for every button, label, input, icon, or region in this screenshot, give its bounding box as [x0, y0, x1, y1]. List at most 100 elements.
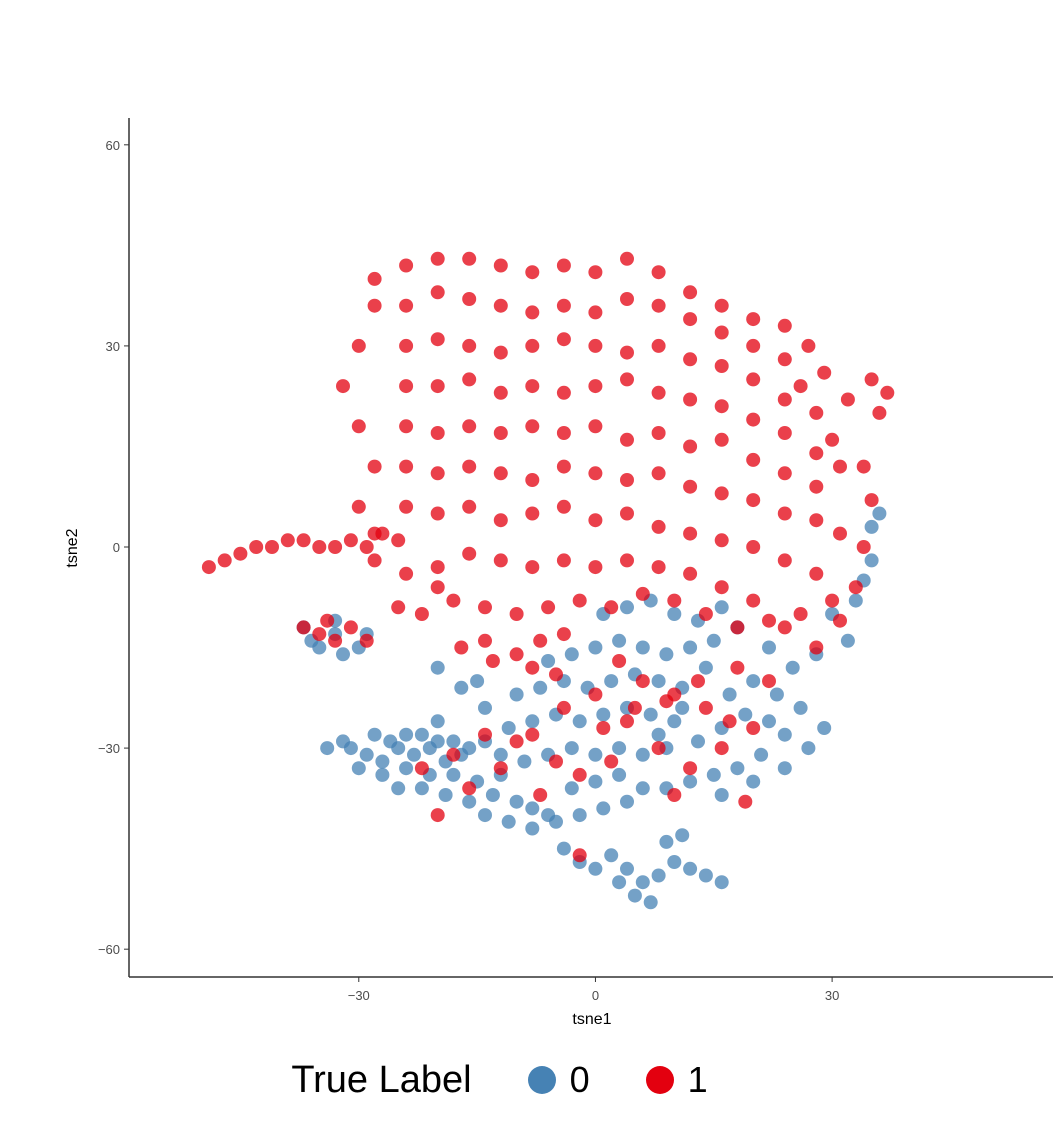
- point-series-1-68: [462, 292, 477, 306]
- point-series-1-197: [596, 721, 611, 735]
- point-series-0-89: [738, 707, 753, 722]
- point-series-0-60: [596, 707, 611, 722]
- point-series-1-101: [588, 379, 603, 394]
- legend-item-0: 0: [527, 1059, 590, 1101]
- point-series-0-111: [651, 727, 666, 742]
- point-series-1-115: [588, 419, 603, 434]
- point-series-0-123: [627, 888, 642, 903]
- point-series-1-181: [572, 767, 587, 782]
- point-series-1-86: [525, 338, 540, 353]
- x-axis-title: tsne1: [572, 1011, 611, 1028]
- point-series-1-146: [620, 506, 634, 521]
- point-series-1-119: [714, 432, 729, 447]
- point-series-0-119: [667, 855, 682, 869]
- point-series-1-64: [351, 499, 366, 514]
- point-series-0-78: [683, 640, 698, 655]
- point-series-1-85: [493, 345, 508, 360]
- point-series-0-22: [462, 741, 477, 756]
- point-series-1-156: [509, 607, 524, 621]
- point-series-1-29: [683, 285, 698, 300]
- point-series-1-131: [620, 473, 634, 487]
- point-series-0-91: [777, 727, 792, 742]
- point-series-1-200: [691, 674, 705, 689]
- point-series-0-53: [612, 741, 627, 756]
- point-series-0-133: [470, 674, 485, 689]
- point-series-1-7: [312, 540, 327, 554]
- point-series-1-117: [651, 426, 666, 440]
- point-series-1-100: [556, 385, 571, 400]
- point-series-1-208: [549, 667, 563, 682]
- point-series-1-198: [627, 700, 642, 715]
- point-series-0-140: [872, 506, 887, 521]
- point-series-1-90: [651, 338, 666, 353]
- point-series-1-141: [462, 499, 477, 514]
- point-series-1-81: [825, 432, 840, 447]
- point-series-1-41: [856, 540, 871, 554]
- point-series-1-196: [549, 754, 563, 769]
- point-series-0-45: [564, 781, 579, 796]
- point-series-1-40: [864, 493, 879, 508]
- point-series-0-131: [430, 714, 445, 729]
- point-series-1-159: [604, 600, 619, 615]
- point-series-1-20: [399, 258, 414, 273]
- point-series-0-94: [706, 767, 721, 782]
- point-series-0-44: [620, 794, 634, 809]
- point-series-0-138: [864, 553, 879, 568]
- point-series-1-97: [462, 372, 477, 387]
- point-series-1-171: [462, 781, 477, 796]
- point-series-1-72: [588, 305, 603, 320]
- x-tick-label-2: 30: [825, 988, 839, 1003]
- point-series-1-172: [493, 761, 508, 776]
- point-series-1-46: [746, 593, 761, 608]
- point-series-0-128: [336, 734, 350, 749]
- point-series-0-120: [683, 861, 698, 876]
- point-series-1-130: [588, 466, 603, 481]
- point-series-1-142: [493, 513, 508, 528]
- point-series-1-165: [793, 607, 808, 621]
- point-series-0-19: [414, 727, 429, 742]
- point-series-1-143: [525, 506, 540, 521]
- point-series-1-61: [336, 379, 350, 394]
- point-series-1-129: [556, 459, 571, 474]
- point-series-0-65: [533, 680, 548, 695]
- point-series-1-162: [698, 607, 713, 621]
- point-series-1-94: [777, 392, 792, 407]
- point-series-0-92: [754, 747, 769, 762]
- point-series-1-114: [556, 426, 571, 440]
- point-series-0-63: [667, 714, 682, 729]
- point-series-1-2: [233, 546, 248, 561]
- point-series-1-80: [809, 405, 824, 420]
- point-series-0-77: [659, 647, 674, 662]
- point-series-1-150: [746, 540, 761, 554]
- point-series-1-188: [414, 761, 429, 776]
- point-series-0-76: [635, 640, 650, 655]
- point-series-1-179: [714, 741, 729, 756]
- point-series-0-93: [730, 761, 745, 776]
- point-series-1-147: [651, 519, 666, 534]
- point-series-0-52: [588, 747, 603, 762]
- point-series-1-163: [730, 620, 745, 635]
- point-series-1-134: [714, 486, 729, 501]
- point-series-1-52: [556, 553, 571, 568]
- point-series-0-43: [596, 801, 611, 816]
- point-series-1-169: [556, 627, 571, 642]
- point-series-1-137: [809, 513, 824, 528]
- point-series-1-87: [556, 332, 571, 347]
- point-series-1-192: [667, 788, 682, 802]
- point-series-0-101: [769, 687, 784, 702]
- legend: True Label 0 1: [0, 1052, 1055, 1108]
- point-series-1-77: [746, 338, 761, 353]
- point-series-1-168: [478, 633, 492, 648]
- point-series-0-10: [375, 754, 390, 769]
- point-series-0-134: [454, 680, 469, 695]
- point-series-1-44: [809, 640, 824, 655]
- point-series-1-36: [864, 372, 879, 387]
- point-series-0-62: [643, 707, 658, 722]
- y-tick-label-3: 30: [106, 339, 120, 354]
- point-series-1-45: [777, 620, 792, 635]
- point-series-1-180: [746, 721, 761, 735]
- point-series-1-105: [714, 399, 729, 414]
- point-series-1-12: [391, 533, 406, 548]
- point-series-0-79: [706, 633, 721, 648]
- point-series-1-160: [635, 586, 650, 601]
